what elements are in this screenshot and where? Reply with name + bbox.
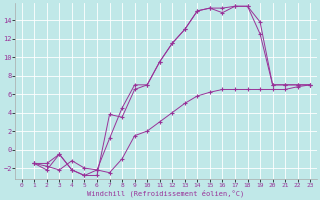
X-axis label: Windchill (Refroidissement éolien,°C): Windchill (Refroidissement éolien,°C)	[87, 189, 244, 197]
